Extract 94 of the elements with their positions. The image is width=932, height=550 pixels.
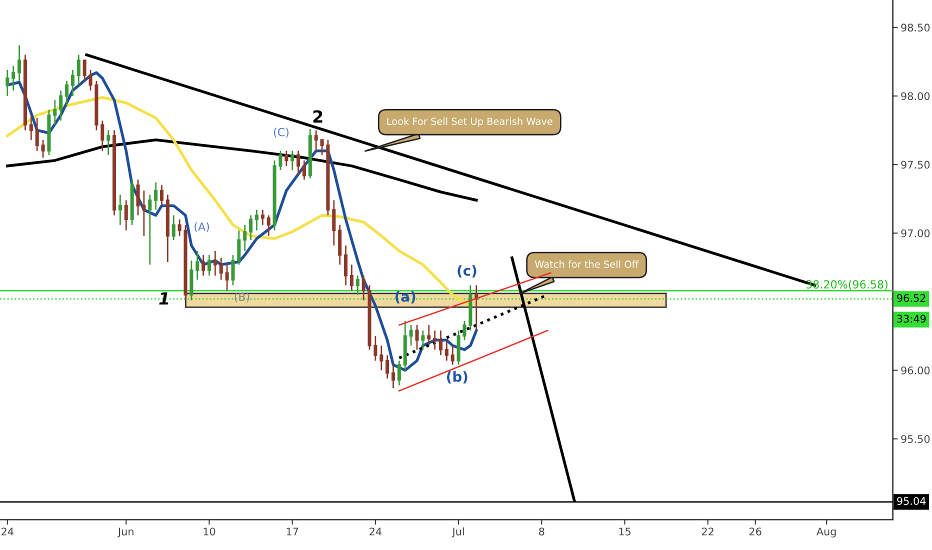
candlestick (356, 274, 360, 296)
x-tick-label: 24 (2, 528, 14, 536)
candlestick (332, 200, 336, 246)
annotation: 1 (159, 292, 168, 304)
candlestick (409, 324, 413, 346)
candlestick (100, 120, 104, 152)
y-tick-label: 97.00 (901, 229, 930, 238)
candlestick (172, 214, 176, 241)
x-tick-label: 26 (749, 528, 762, 536)
candlestick (53, 99, 57, 126)
candlestick (231, 254, 235, 286)
candlestick (415, 324, 419, 350)
candlestick (29, 114, 33, 141)
candlestick (59, 90, 63, 122)
candlestick (260, 209, 264, 226)
text: 33:49 (897, 314, 926, 323)
candlestick (314, 130, 318, 152)
x-tick-label: 24 (370, 528, 382, 536)
candlestick (106, 130, 110, 156)
annotation: (b) (447, 371, 468, 384)
y-tick-label: 98.00 (901, 92, 930, 100)
annotation: (B) (234, 292, 250, 302)
candlestick (6, 69, 10, 97)
candlestick (386, 354, 390, 380)
candlestick (178, 218, 182, 237)
candlestick (82, 60, 86, 82)
candlestick (284, 150, 288, 167)
candlestick (207, 254, 212, 276)
candlestick (380, 344, 384, 371)
candlestick (124, 200, 128, 232)
candlestick (278, 150, 282, 171)
annotation: Watch for the Sell Off (534, 260, 639, 268)
candlestick (202, 254, 206, 276)
candlestick (148, 194, 152, 266)
ref-line-label: 95.04 (897, 497, 926, 505)
candlestick (142, 190, 146, 237)
candlestick (462, 320, 466, 341)
candlestick (160, 184, 164, 206)
annotation: (C) (274, 128, 289, 138)
candlestick (290, 150, 294, 171)
x-tick-label: 22 (702, 528, 714, 536)
candlestick (76, 54, 80, 86)
candlestick (219, 257, 223, 280)
candlestick (249, 214, 253, 241)
annotation: Look For Sell Set Up Bearish Wave (387, 117, 552, 127)
candlestick (118, 194, 122, 226)
y-tick-label: 97.50 (901, 160, 930, 169)
x-tick-label: 17 (286, 528, 298, 536)
candlestick (136, 178, 140, 216)
annotation: (a) (396, 291, 416, 304)
candlestick (65, 80, 69, 106)
y-tick-label: 96.00 (901, 366, 930, 374)
x-tick-label: 8 (539, 528, 544, 536)
candlestick (237, 230, 241, 266)
candlestick (444, 339, 448, 362)
candlestick (397, 360, 401, 386)
ref-line-label: 38.20%(96.58) (806, 280, 888, 290)
candlestick (450, 344, 454, 366)
annotation: (c) (458, 265, 476, 278)
x-tick-label: 15 (619, 528, 630, 536)
candlestick (427, 324, 431, 346)
candlestick (438, 330, 443, 356)
candlestick (391, 364, 396, 389)
candlestick (12, 65, 16, 92)
candlestick (41, 139, 45, 158)
candlestick (243, 224, 247, 252)
candlestick (35, 117, 39, 152)
x-tick-label: Jul (452, 527, 464, 538)
candlestick (421, 330, 425, 350)
y-tick-label: 95.50 (901, 435, 930, 443)
candlestick (362, 274, 366, 302)
x-tick-label: 10 (204, 528, 216, 536)
ref-line-label: 96.52 (897, 294, 926, 302)
candlestick (296, 150, 300, 176)
candlestick (320, 139, 324, 156)
candlestick (70, 69, 74, 97)
candlestick (154, 182, 158, 211)
y-tick-label: 98.50 (901, 24, 930, 32)
candlestick (213, 250, 217, 276)
candlestick (196, 250, 200, 280)
annotation: (A) (194, 222, 209, 232)
candlestick (302, 160, 306, 180)
candlestick (266, 214, 270, 237)
candlestick (344, 244, 348, 286)
x-tick-label: Aug (816, 528, 836, 538)
x-tick-label: Jun (117, 528, 134, 538)
candlestick (374, 335, 378, 362)
candlestick (433, 330, 437, 350)
candlestick (225, 264, 229, 292)
candlestick (350, 264, 354, 292)
candlestick (254, 209, 258, 232)
candlestick (18, 44, 22, 82)
candlestick (88, 69, 92, 92)
annotation: 2 (313, 110, 322, 123)
